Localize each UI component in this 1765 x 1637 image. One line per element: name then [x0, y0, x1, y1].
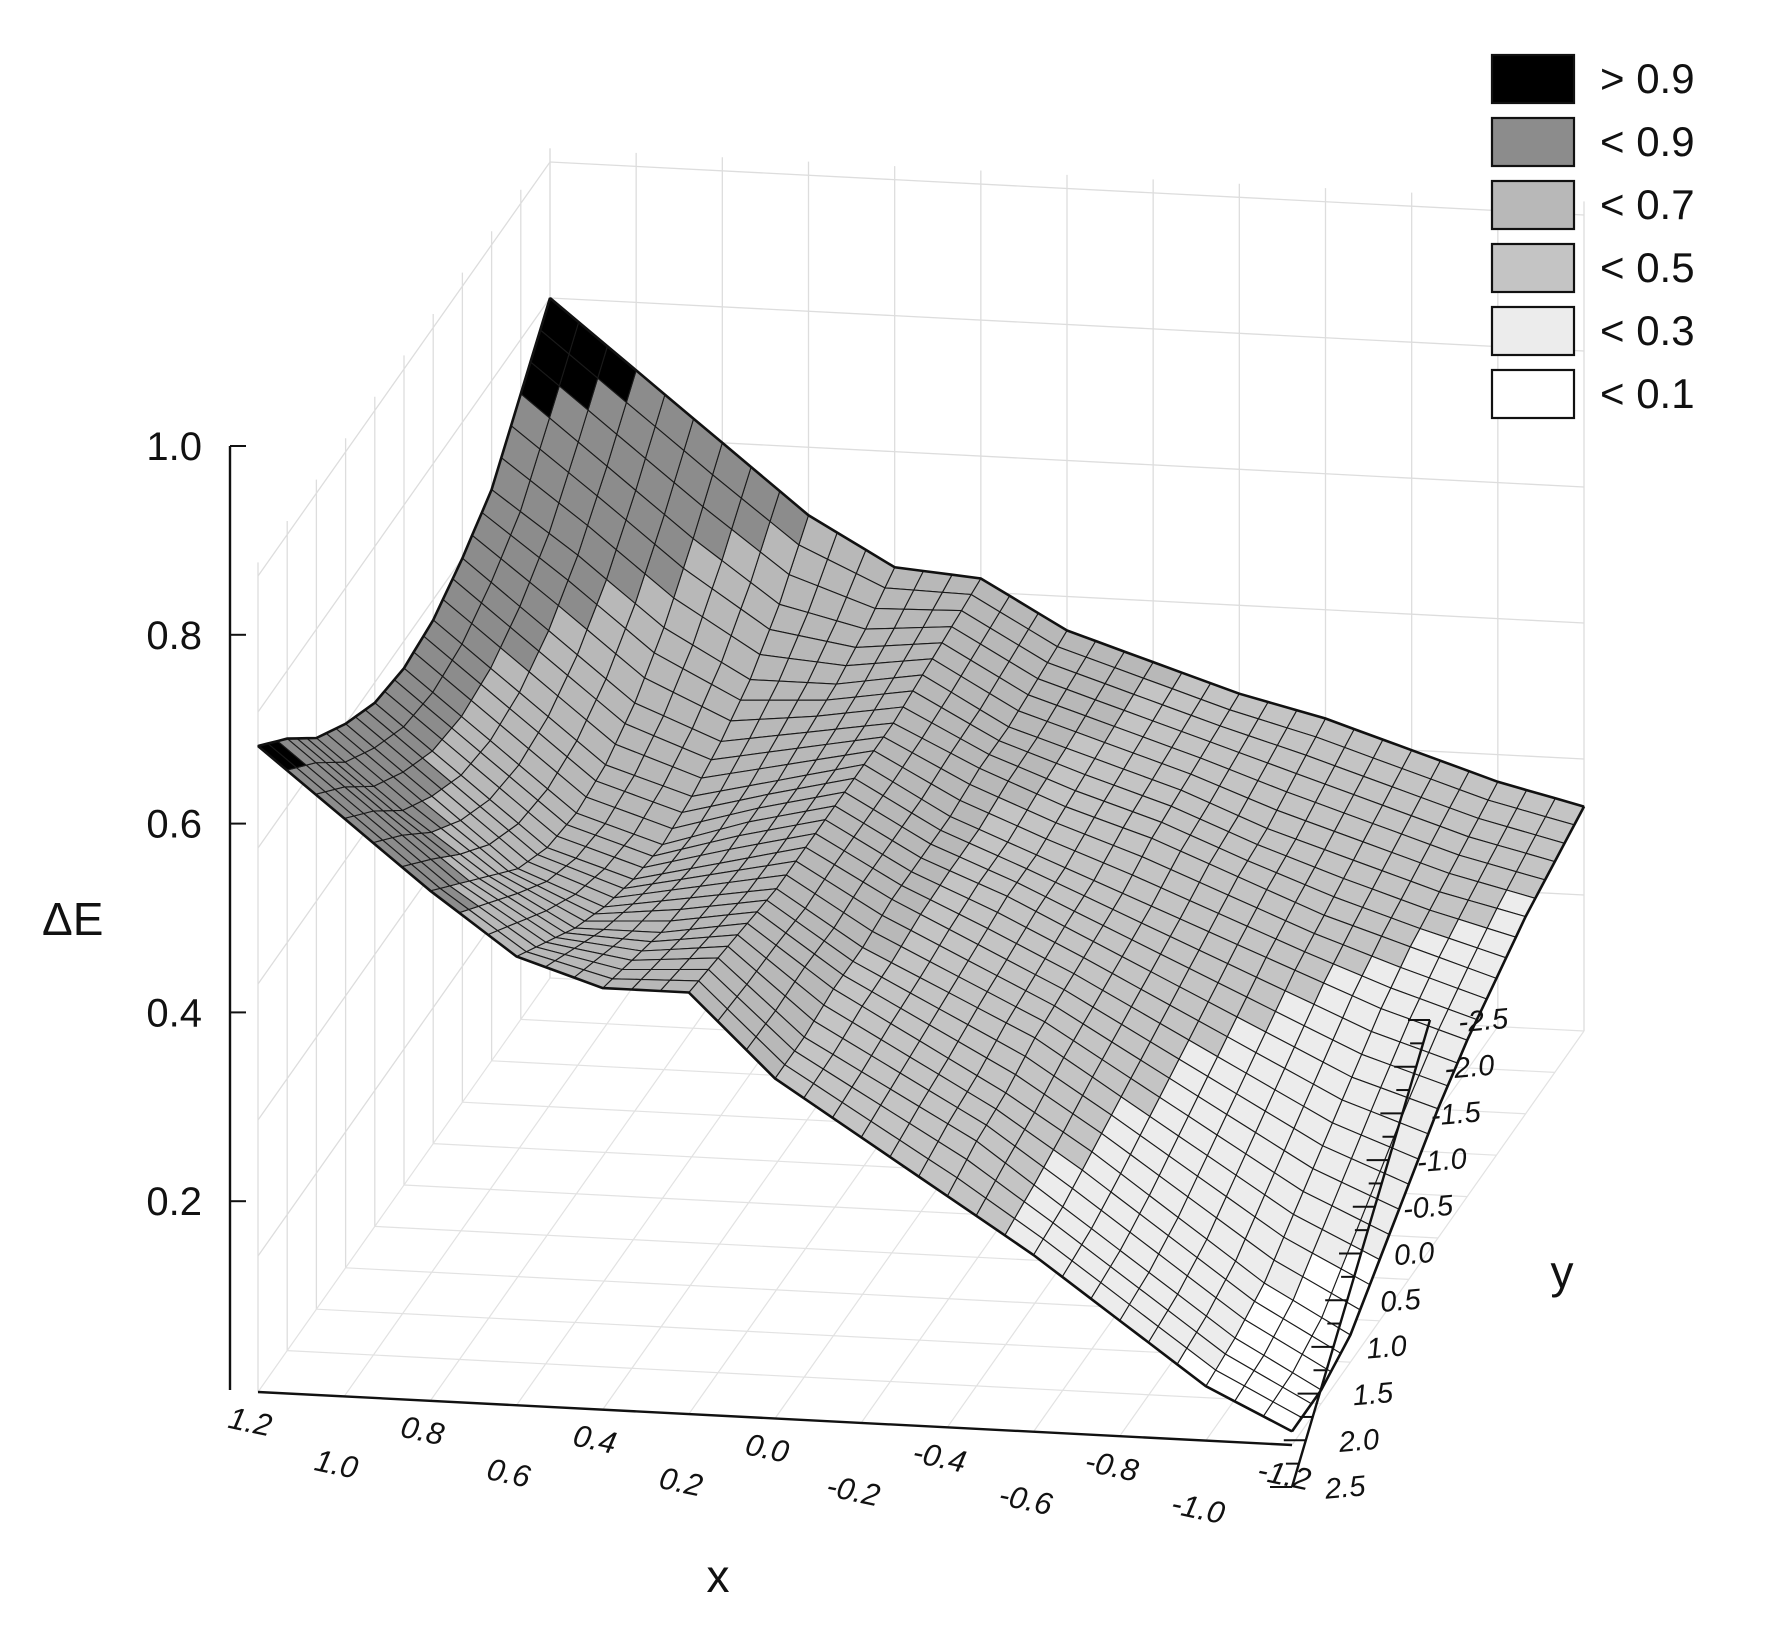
- legend-swatch: [1490, 116, 1576, 168]
- z-tick-label: 1.0: [146, 425, 202, 469]
- chart-legend: > 0.9 < 0.9 < 0.7 < 0.5 < 0.3 < 0.1: [1490, 53, 1695, 420]
- x-tick-label: 0.2: [656, 1460, 705, 1503]
- z-tick-label: 0.2: [146, 1180, 202, 1224]
- x-tick-label: 0.6: [484, 1451, 534, 1494]
- y-tick-label: 0.5: [1379, 1283, 1423, 1318]
- surface-edge-curve: [257, 297, 552, 748]
- chart-axes: 0.2 0.4 0.6 0.8 1.0 ΔE 1.2 1.0 0.8 0.6 0.4 0.2 0.0 -0…: [42, 425, 1574, 1602]
- legend-swatch: [1490, 179, 1576, 231]
- x-tick-label: 0.0: [742, 1427, 791, 1470]
- x-tick-label: -1.0: [1168, 1486, 1228, 1531]
- x-tick-label: -0.4: [910, 1434, 970, 1479]
- x-tick-label: 0.4: [570, 1418, 619, 1461]
- surface-edge-curve: [257, 745, 1293, 1433]
- y-tick-label: -2.0: [1443, 1050, 1496, 1086]
- y-tick-label: 0.0: [1393, 1237, 1436, 1272]
- z-tick-label: 0.8: [146, 614, 202, 658]
- y-tick-label: 2.5: [1323, 1470, 1368, 1506]
- surface-edge-curve: [549, 297, 1585, 808]
- y-tick-label: 2.0: [1337, 1424, 1381, 1459]
- x-tick-label: -1.2: [1254, 1452, 1314, 1497]
- y-tick-label: -0.5: [1402, 1190, 1455, 1226]
- legend-swatch: [1490, 368, 1576, 420]
- legend-label: < 0.7: [1600, 181, 1695, 228]
- x-axis-label: x: [707, 1550, 730, 1602]
- z-tick-label: 0.4: [146, 991, 202, 1035]
- x-tick-label: 0.8: [398, 1409, 448, 1452]
- y-tick-label: -2.5: [1457, 1003, 1510, 1039]
- legend-swatch: [1490, 305, 1576, 357]
- y-tick-label: -1.0: [1416, 1143, 1469, 1179]
- legend-label: < 0.3: [1600, 307, 1695, 354]
- legend-label: < 0.1: [1600, 370, 1695, 417]
- y-tick-label: 1.5: [1351, 1377, 1395, 1412]
- z-axis-label: ΔE: [42, 893, 103, 945]
- x-tick-label: 1.0: [312, 1443, 361, 1486]
- legend-label: < 0.9: [1600, 118, 1695, 165]
- x-tick-label: -0.2: [824, 1468, 884, 1513]
- z-tick-label: 0.6: [146, 803, 202, 847]
- x-axis-line: [257, 1390, 1293, 1447]
- x-tick-label: -0.6: [996, 1477, 1056, 1522]
- surface-edge-curve: [1290, 805, 1586, 1433]
- y-axis-label: y: [1551, 1246, 1574, 1298]
- legend-label: > 0.9: [1600, 55, 1695, 102]
- x-tick-label: 1.2: [225, 1400, 274, 1443]
- wall-horizontal-gridline: [257, 161, 1585, 577]
- legend-swatch: [1490, 53, 1576, 105]
- legend-label: < 0.5: [1600, 244, 1695, 291]
- legend-swatch: [1490, 242, 1576, 294]
- y-tick-label: 1.0: [1365, 1330, 1408, 1365]
- floor-gridline: [287, 1350, 1322, 1405]
- surface-mesh: [256, 297, 1586, 1433]
- y-tick-label: -1.5: [1429, 1096, 1482, 1132]
- x-tick-label: -0.8: [1082, 1443, 1142, 1488]
